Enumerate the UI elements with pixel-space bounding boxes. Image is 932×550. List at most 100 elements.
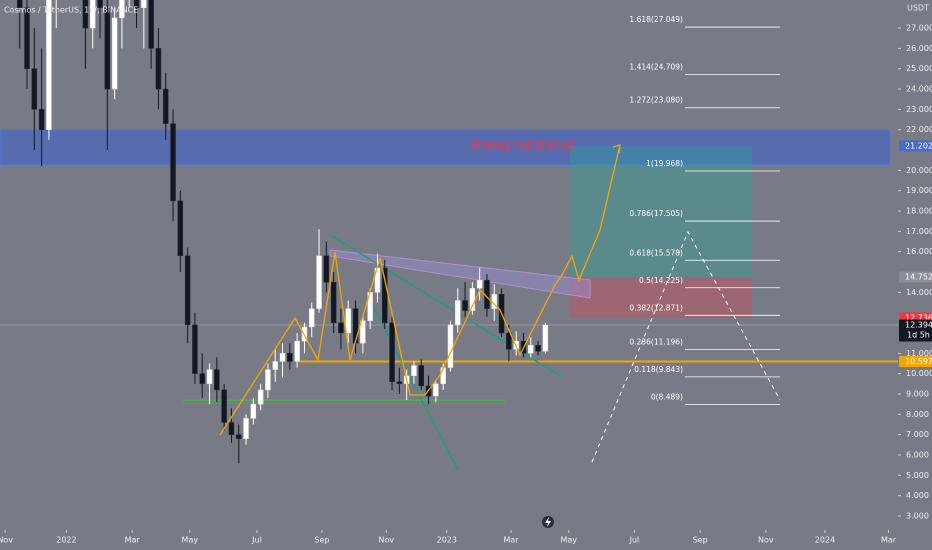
x-tick-label: 2023 xyxy=(437,536,457,545)
candle-body xyxy=(133,0,140,8)
y-tick-label: 10.000 xyxy=(906,369,932,378)
x-tick-label: Nov xyxy=(758,536,774,545)
chart-title: Cosmos / TetherUS, 1W, BINANCE xyxy=(4,6,138,15)
y-tick-label: 3.000 xyxy=(906,511,929,520)
candle-body xyxy=(396,381,403,385)
y-tick-label: 16.000 xyxy=(906,247,932,256)
x-tick-label: 2022 xyxy=(56,536,76,545)
candle-body xyxy=(162,88,169,124)
annotation: Strong resistance xyxy=(470,138,575,152)
candle-body xyxy=(148,0,154,49)
candle-body xyxy=(535,344,541,352)
countdown: 1d 5h xyxy=(907,330,930,339)
candle-body xyxy=(338,322,344,334)
fib-label: 1(19.968) xyxy=(646,159,683,168)
fib-label: 1.618(27.049) xyxy=(629,15,683,24)
candle-body xyxy=(294,340,300,362)
price-badge-label: 14.752 xyxy=(905,273,932,282)
triangle-drawing xyxy=(329,249,591,299)
y-tick-label: 25.000 xyxy=(906,64,932,73)
axis-unit: USDT xyxy=(907,4,929,13)
candle-body xyxy=(389,322,395,383)
y-tick-label: 5.000 xyxy=(906,471,929,480)
candle-body xyxy=(287,353,293,362)
candle-body xyxy=(199,373,205,385)
x-tick-label: May xyxy=(182,536,199,545)
candle-body xyxy=(192,324,198,374)
candle-body xyxy=(345,308,351,334)
y-tick-label: 27.000 xyxy=(906,24,932,33)
candle-body xyxy=(24,7,30,69)
x-tick-label: Sep xyxy=(693,536,708,545)
x-tick-label: Jul xyxy=(251,536,262,545)
y-tick-label: 11.000 xyxy=(906,349,932,358)
candle-body xyxy=(330,281,337,324)
candle-body xyxy=(265,369,271,391)
candle-body xyxy=(433,383,439,397)
x-tick-label: 2024 xyxy=(815,536,835,545)
candle-body xyxy=(228,422,235,435)
candle-body xyxy=(462,300,468,311)
fib-label: 0.382(12.871) xyxy=(629,303,683,312)
y-tick-label: 23.000 xyxy=(906,105,932,114)
x-tick-label: Sep xyxy=(314,536,329,545)
y-tick-label: 22.000 xyxy=(906,125,932,134)
candle-body xyxy=(308,308,315,328)
y-tick-label: 8.000 xyxy=(906,410,929,419)
candle-body xyxy=(352,308,359,344)
candle-body xyxy=(360,320,366,344)
candle-body xyxy=(235,434,242,439)
candle-body xyxy=(250,403,257,419)
price-badge-label: 10.597 xyxy=(905,357,932,366)
candle-body xyxy=(447,324,454,368)
y-tick-label: 17.000 xyxy=(906,227,932,236)
y-tick-label: 6.000 xyxy=(906,450,929,459)
fib-label: 0.5(14.225) xyxy=(639,276,683,285)
time-axis xyxy=(0,530,932,550)
price-badge-label: 21.202 xyxy=(905,141,932,150)
candle-body xyxy=(279,353,286,362)
candle-body xyxy=(411,365,417,376)
candle-body xyxy=(323,255,330,283)
candle-body xyxy=(111,17,118,90)
fib-label: 0.236(11.196) xyxy=(629,337,683,346)
candle-body xyxy=(46,0,52,130)
candle-body xyxy=(528,344,534,354)
y-tick-label: 7.000 xyxy=(906,430,929,439)
price-badge xyxy=(899,319,932,342)
candle-body xyxy=(440,367,446,385)
x-tick-label: Mar xyxy=(881,536,897,545)
candle-body xyxy=(221,389,227,423)
y-tick-label: 14.000 xyxy=(906,288,932,297)
candle-body xyxy=(506,332,512,350)
candle-body xyxy=(272,361,278,370)
x-tick-label: Nov xyxy=(378,536,394,545)
fib-label: 0.118(9.843) xyxy=(634,365,683,374)
zigzag-drawing xyxy=(219,144,621,436)
candle-body xyxy=(542,324,549,352)
icon xyxy=(545,517,551,527)
candle-body xyxy=(476,279,483,289)
x-tick-label: Nov xyxy=(0,536,13,545)
y-tick-label: 4.000 xyxy=(906,491,929,500)
candle-body xyxy=(31,68,38,110)
y-tick-label: 18.000 xyxy=(906,207,932,216)
price-badge xyxy=(899,140,932,152)
fib-label: 1.272(23.080) xyxy=(629,96,683,105)
candle-body xyxy=(38,109,45,130)
fib-label: 0(8.489) xyxy=(651,392,683,401)
fib-label: 1.414(24.709) xyxy=(629,63,683,72)
candle-body xyxy=(206,369,213,385)
candle-body xyxy=(418,365,425,387)
fib-label: 0.618(15.578) xyxy=(629,248,683,257)
arrow-head xyxy=(612,144,621,154)
candle-body xyxy=(184,255,191,326)
y-tick-label: 19.000 xyxy=(906,186,932,195)
candle-body xyxy=(243,418,249,439)
projection-line xyxy=(591,230,781,463)
price-badge-label: 12.736 xyxy=(905,314,932,323)
candle-body xyxy=(89,0,96,29)
y-tick-label: 9.000 xyxy=(906,389,929,398)
price-badge xyxy=(899,356,932,368)
